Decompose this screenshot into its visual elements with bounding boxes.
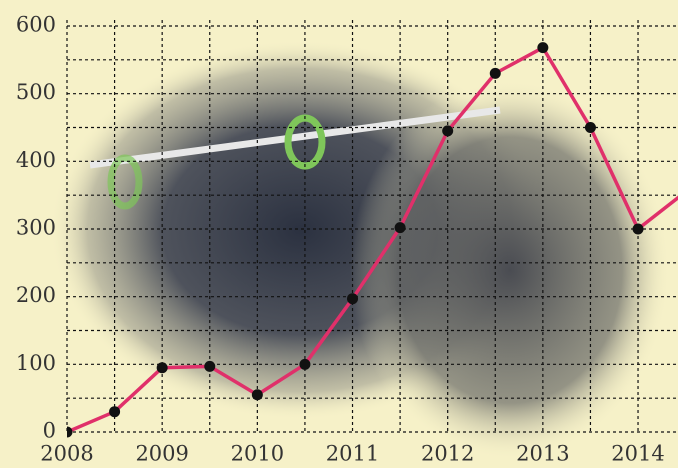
x-tick-label: 2009 (135, 442, 188, 466)
data-point (394, 222, 406, 234)
data-point (442, 125, 454, 137)
y-tick-label: 300 (16, 216, 56, 240)
y-tick-label: 600 (16, 13, 56, 37)
y-tick-label: 100 (16, 351, 56, 375)
series-line (67, 45, 678, 434)
y-tick-label: 0 (43, 419, 56, 443)
x-tick-label: 2008 (40, 442, 93, 466)
data-point (67, 426, 73, 438)
ring (107, 154, 143, 210)
background-photo (350, 80, 670, 460)
y-tick-label: 200 (16, 283, 56, 307)
y-tick-label: 500 (16, 80, 56, 104)
data-point (156, 362, 168, 374)
plot-area (67, 42, 678, 438)
x-tick-label: 2011 (326, 442, 379, 466)
data-point (632, 223, 644, 235)
x-tick-label: 2010 (231, 442, 284, 466)
data-point (489, 67, 501, 79)
y-tick-label: 400 (16, 148, 56, 172)
data-point (584, 122, 596, 133)
x-tick-label: 2013 (516, 442, 569, 466)
data-point (299, 358, 311, 370)
x-tick-label: 2012 (421, 442, 474, 466)
x-tick-label: 2014 (611, 442, 664, 466)
rail (89, 106, 501, 169)
data-point (109, 406, 121, 418)
data-point (204, 360, 216, 372)
data-point (537, 42, 549, 54)
data-point (347, 293, 359, 305)
data-point (251, 389, 263, 401)
